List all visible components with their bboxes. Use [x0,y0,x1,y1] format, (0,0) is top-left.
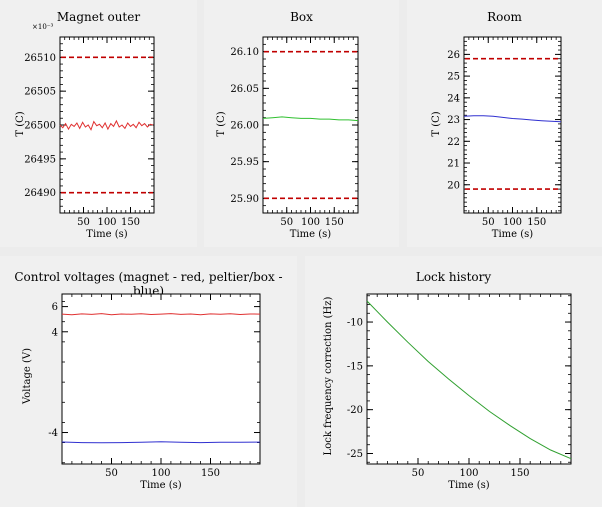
y-axis-label: Voltage (V) [22,348,33,405]
y-tick-label: -4 [48,428,58,439]
series-line [463,115,562,123]
x-tick-label: 150 [325,217,344,228]
panel-control-voltages: Control voltages (magnet - red, peltier/… [0,256,297,507]
y-tick-label: 24 [447,93,460,104]
x-axis-label: Time (s) [290,229,331,240]
y-tick-label: 20 [447,180,460,191]
x-axis-label: Time (s) [140,480,181,491]
y-tick-label: -20 [347,405,363,416]
series-line [61,441,261,444]
x-tick-label: 150 [527,217,546,228]
y-tick-label: 4 [52,327,58,338]
plot-area [59,36,155,214]
panel-box: Box 25.90 25.95 26.00 26.05 26.10 50 100 150 Tim… [204,0,399,247]
panel-magnet-outer: Magnet outer 26490 26495 26500 26505 26510 50… [0,0,197,247]
y-tick-label: 21 [447,159,460,170]
y-tick-label: 25 [447,72,460,83]
series-line [262,116,359,122]
y-tick-label: 6 [52,302,58,313]
y-tick-label: 26505 [24,87,56,98]
x-tick-label: 100 [151,468,170,479]
x-axis-label: Time (s) [448,480,489,491]
y-tick-label: 26500 [24,121,56,132]
plot-area [463,36,562,214]
y-tick-label: 23 [447,115,460,126]
chart-title: Room [487,10,522,24]
x-tick-label: 50 [105,468,118,479]
x-tick-label: 50 [482,217,495,228]
x-axis-label: Time (s) [86,229,127,240]
lock-history-chart: -25 -20 -15 -10 50 100 150 Time (s) Lock frequen… [323,293,572,491]
y-axis-label: T (C) [15,111,26,136]
plot-area [262,36,359,214]
y-tick-label: 26495 [24,154,56,165]
series-line [61,313,261,316]
control-voltages-chart: -4 4 6 50 100 150 Time (s) Voltage (V) [22,293,261,491]
x-axis-label: Time (s) [492,229,533,240]
x-tick-label: 150 [510,468,529,479]
series-line [366,300,572,460]
y-axis-label: Lock frequency correction (Hz) [323,296,334,455]
y-tick-label: 26510 [24,53,56,64]
y-tick-label: -10 [347,318,363,329]
panel-room: Room 20 21 22 23 24 25 26 50 100 150 Time (s) T (C) [407,0,602,247]
y-tick-label: 26.10 [230,47,259,58]
x-tick-label: 50 [77,217,90,228]
x-tick-label: 50 [412,468,425,479]
panel-lock-history: Lock history -25 -20 -15 -10 50 100 150 Time (s… [305,256,602,507]
x-tick-label: 50 [280,217,293,228]
y-tick-label: 26490 [24,188,56,199]
y-tick-label: 26.00 [230,121,259,132]
y-tick-label: 22 [447,137,460,148]
series-line [59,119,154,131]
chart-title: Box [290,10,313,24]
x-tick-label: 100 [459,468,478,479]
x-tick-label: 100 [503,217,522,228]
x-tick-label: 100 [97,217,116,228]
y-tick-label: 26 [447,50,460,61]
y-tick-label: -25 [347,449,363,460]
y-axis-label: T (C) [431,111,442,136]
y-tick-label: -15 [347,361,363,372]
y-axis-label: T (C) [216,111,227,136]
y-tick-label: 25.90 [230,194,259,205]
chart-title: Lock history [415,270,492,284]
plot-area [61,293,261,465]
x-tick-label: 100 [301,217,320,228]
x-tick-label: 150 [121,217,140,228]
exponent-label: ×10⁻³ [32,23,53,31]
chart-title: Magnet outer [56,10,141,24]
y-tick-label: 25.95 [230,157,259,168]
y-tick-label: 26.05 [230,84,259,95]
plot-area [366,293,572,465]
x-tick-label: 150 [201,468,220,479]
